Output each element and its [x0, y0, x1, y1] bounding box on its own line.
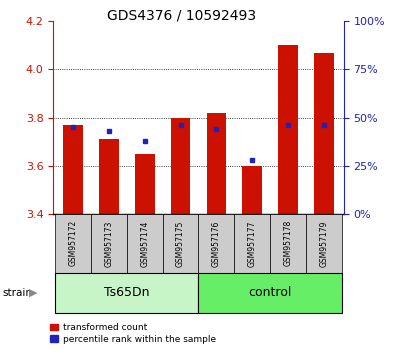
Bar — [91, 214, 127, 273]
Text: GSM957176: GSM957176 — [212, 220, 221, 267]
Bar — [55, 273, 199, 313]
Bar — [163, 214, 199, 273]
Bar — [207, 113, 226, 214]
Text: control: control — [248, 286, 292, 299]
Text: GSM957178: GSM957178 — [284, 220, 293, 267]
Bar — [99, 139, 119, 214]
Bar — [127, 214, 163, 273]
Bar — [306, 214, 342, 273]
Bar — [270, 214, 306, 273]
Text: GSM957177: GSM957177 — [248, 220, 257, 267]
Text: Ts65Dn: Ts65Dn — [104, 286, 150, 299]
Bar — [234, 214, 270, 273]
Bar — [55, 214, 91, 273]
Text: GSM957172: GSM957172 — [69, 220, 77, 267]
Text: ▶: ▶ — [29, 288, 38, 298]
Bar — [199, 273, 342, 313]
Text: GSM957174: GSM957174 — [140, 220, 149, 267]
Bar — [171, 118, 190, 214]
Legend: transformed count, percentile rank within the sample: transformed count, percentile rank withi… — [50, 323, 216, 344]
Bar — [63, 125, 83, 214]
Text: GSM957175: GSM957175 — [176, 220, 185, 267]
Bar — [199, 214, 234, 273]
Text: GSM957173: GSM957173 — [104, 220, 113, 267]
Text: GSM957179: GSM957179 — [320, 220, 328, 267]
Text: strain: strain — [2, 288, 32, 298]
Bar — [278, 45, 298, 214]
Bar — [243, 166, 262, 214]
Bar — [314, 53, 334, 214]
Text: GDS4376 / 10592493: GDS4376 / 10592493 — [107, 9, 256, 23]
Bar — [135, 154, 154, 214]
